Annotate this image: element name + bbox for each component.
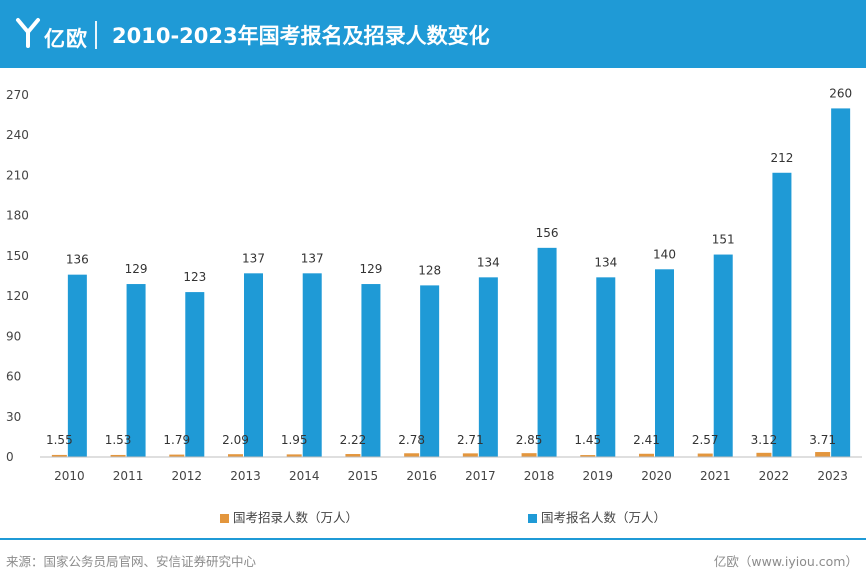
data-label-recruit: 2.41	[633, 433, 660, 447]
y-tick-label: 210	[6, 168, 29, 182]
legend-label-register: 国考报名人数（万人）	[541, 510, 667, 525]
data-label-register: 151	[712, 233, 735, 247]
y-tick-label: 30	[6, 410, 21, 424]
bar-register	[596, 277, 616, 457]
data-label-register: 128	[418, 263, 441, 277]
x-tick-label: 2014	[289, 469, 320, 483]
y-tick-label: 120	[6, 289, 29, 303]
x-tick-label: 2016	[406, 469, 437, 483]
bar-register	[361, 284, 381, 457]
bar-recruit	[404, 453, 420, 457]
bar-recruit	[639, 453, 654, 457]
bar-recruit	[345, 454, 361, 457]
bars: 1.55 136 1.53 129 1.79 123 2.09 137 1.95 137 2.22 1…	[46, 86, 852, 457]
data-label-register: 137	[301, 251, 324, 265]
footer-brand: 亿欧（www.iyiou.com）	[713, 554, 858, 569]
bar-recruit	[521, 453, 537, 457]
data-label-recruit: 1.79	[163, 433, 190, 447]
x-tick-label: 2013	[230, 469, 261, 483]
data-label-register: 129	[359, 262, 382, 276]
x-tick-label: 2021	[700, 469, 731, 483]
source-note: 来源：国家公务员局官网、安信证券研究中心	[6, 554, 257, 569]
data-label-recruit: 2.22	[340, 433, 367, 447]
bar-recruit	[462, 453, 478, 457]
y-tick-label: 270	[6, 88, 29, 102]
y-tick-label: 150	[6, 249, 29, 263]
bar-register	[537, 247, 557, 457]
bar-recruit	[286, 454, 302, 457]
legend-label-recruit: 国考招录人数（万人）	[233, 510, 359, 525]
data-label-register: 140	[653, 247, 676, 261]
legend-item-recruit: 国考招录人数（万人）	[220, 507, 358, 526]
page-title: 2010-2023年国考报名及招录人数变化	[112, 24, 490, 48]
x-tick-label: 2022	[759, 469, 790, 483]
y-tick-label: 240	[6, 128, 29, 142]
x-axis: 2010 2011 2012 2013 2014 2015 2016 2017 2018 2019…	[40, 456, 862, 483]
bar-register	[244, 273, 263, 457]
legend-swatch-recruit	[220, 514, 229, 523]
data-label-recruit: 1.45	[574, 433, 601, 447]
x-tick-label: 2023	[817, 469, 848, 483]
x-tick-label: 2019	[583, 469, 614, 483]
y-tick-label: 180	[6, 209, 29, 223]
data-label-register: 156	[536, 226, 559, 240]
legend-swatch-register	[528, 514, 537, 523]
bar-register	[67, 274, 87, 457]
brand-name: 亿欧	[44, 27, 88, 51]
yiou-logo-icon	[16, 18, 40, 48]
data-label-register: 260	[829, 86, 852, 100]
bar-recruit	[697, 453, 713, 457]
x-tick-label: 2010	[54, 469, 85, 483]
bar-register	[772, 172, 792, 457]
x-tick-label: 2012	[172, 469, 203, 483]
bar-register	[713, 254, 733, 457]
data-label-recruit: 1.95	[281, 433, 308, 447]
y-axis: 0 30 60 90 120 150 180 210 240 270	[6, 88, 29, 464]
data-label-recruit: 2.78	[398, 433, 425, 447]
data-label-register: 123	[183, 270, 206, 284]
header-bar: 亿欧 2010-2023年国考报名及招录人数变化	[0, 0, 866, 68]
bar-register	[831, 108, 851, 457]
bar-register	[655, 269, 674, 457]
data-label-recruit: 1.53	[105, 433, 132, 447]
data-label-recruit: 2.71	[457, 433, 484, 447]
data-label-recruit: 2.85	[516, 433, 543, 447]
bar-register	[185, 292, 205, 457]
y-tick-label: 0	[6, 450, 14, 464]
data-label-recruit: 3.12	[751, 433, 778, 447]
bar-recruit	[169, 454, 185, 457]
data-label-register: 212	[770, 151, 793, 165]
bar-recruit	[815, 452, 831, 457]
bar-chart: 0 30 60 90 120 150 180 210 240 270 1.55 136 1.53 129…	[6, 86, 862, 483]
x-tick-label: 2015	[348, 469, 379, 483]
x-tick-label: 2018	[524, 469, 555, 483]
data-label-recruit: 2.09	[222, 433, 249, 447]
data-label-register: 129	[125, 262, 148, 276]
header-divider	[95, 21, 97, 49]
data-label-recruit: 3.71	[809, 433, 836, 447]
data-label-register: 134	[594, 255, 617, 269]
bar-recruit	[51, 454, 67, 457]
y-tick-label: 60	[6, 370, 21, 384]
legend-item-register: 国考报名人数（万人）	[528, 507, 666, 526]
data-label-register: 134	[477, 255, 500, 269]
bar-register	[420, 285, 440, 457]
y-tick-label: 90	[6, 329, 21, 343]
bar-recruit	[228, 454, 243, 457]
bar-recruit	[110, 454, 126, 457]
data-label-recruit: 1.55	[46, 433, 73, 447]
data-label-recruit: 2.57	[692, 433, 719, 447]
bar-register	[478, 277, 498, 457]
footer-divider	[0, 538, 866, 540]
bar-register	[302, 273, 322, 457]
x-tick-label: 2011	[113, 469, 144, 483]
bar-recruit	[756, 452, 772, 457]
x-tick-label: 2020	[641, 469, 672, 483]
data-label-register: 136	[66, 253, 89, 267]
data-label-register: 137	[242, 251, 265, 265]
x-tick-label: 2017	[465, 469, 496, 483]
bar-recruit	[580, 455, 596, 457]
bar-register	[126, 284, 146, 457]
